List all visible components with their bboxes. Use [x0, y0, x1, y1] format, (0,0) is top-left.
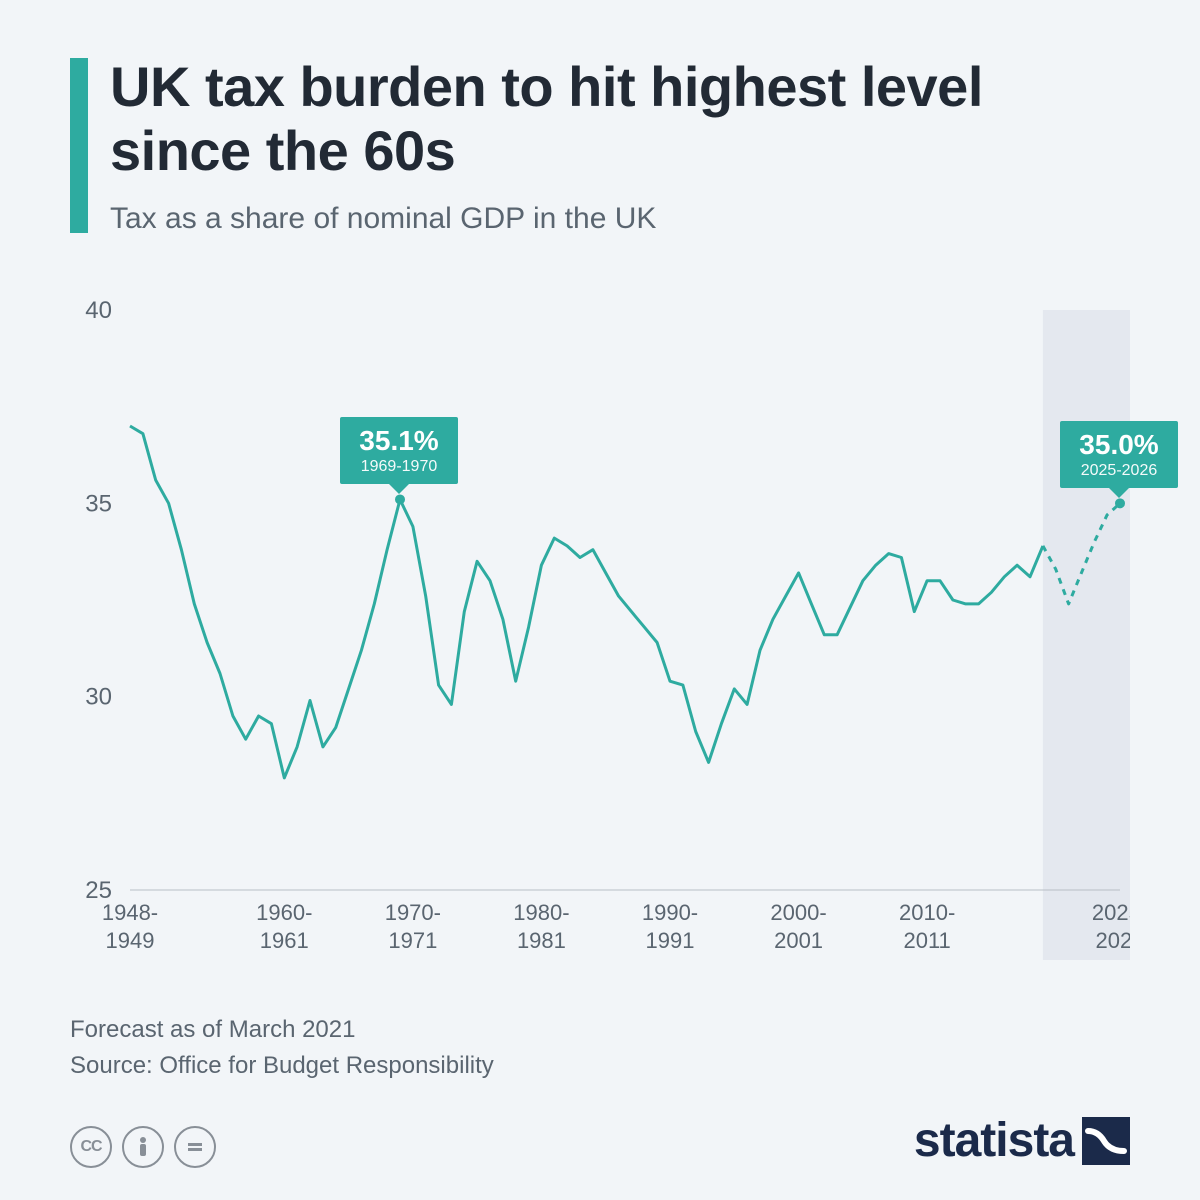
callout-value: 35.1% — [354, 425, 444, 457]
svg-text:1960-: 1960- — [256, 900, 312, 925]
svg-text:1980-: 1980- — [513, 900, 569, 925]
svg-text:1990-: 1990- — [642, 900, 698, 925]
callout-value: 35.0% — [1074, 429, 1164, 461]
svg-text:35: 35 — [85, 490, 112, 517]
svg-text:2025-: 2025- — [1092, 900, 1130, 925]
line-chart: 253035401948-19491960-19611970-19711980-… — [70, 300, 1130, 980]
source-note: Source: Office for Budget Responsibility — [70, 1052, 1130, 1080]
svg-text:1991: 1991 — [646, 928, 695, 953]
chart-title: UK tax burden to hit highest level since… — [110, 55, 1130, 184]
chart-subtitle: Tax as a share of nominal GDP in the UK — [110, 202, 1130, 236]
svg-text:2001: 2001 — [774, 928, 823, 953]
chart-svg: 253035401948-19491960-19611970-19711980-… — [70, 300, 1130, 980]
forecast-note: Forecast as of March 2021 — [70, 1016, 1130, 1044]
cc-icon: CC — [70, 1126, 112, 1168]
svg-text:1971: 1971 — [388, 928, 437, 953]
svg-text:2010-: 2010- — [899, 900, 955, 925]
svg-text:30: 30 — [85, 684, 112, 711]
svg-text:1981: 1981 — [517, 928, 566, 953]
nd-icon — [174, 1126, 216, 1168]
svg-text:1949: 1949 — [106, 928, 155, 953]
svg-text:1961: 1961 — [260, 928, 309, 953]
attribution-icon — [122, 1126, 164, 1168]
callout-period: 2025-2026 — [1074, 462, 1164, 480]
svg-text:2026: 2026 — [1096, 928, 1130, 953]
svg-text:40: 40 — [85, 300, 112, 324]
svg-text:2000-: 2000- — [770, 900, 826, 925]
svg-text:2011: 2011 — [903, 928, 950, 953]
callout-period: 1969-1970 — [354, 458, 444, 476]
chart-callout: 35.1%1969-1970 — [340, 417, 458, 484]
chart-callout: 35.0%2025-2026 — [1060, 421, 1178, 488]
footer: Forecast as of March 2021 Source: Office… — [70, 1016, 1130, 1080]
logo-swoosh-icon — [1082, 1117, 1130, 1165]
statista-logo: statista — [914, 1113, 1130, 1168]
svg-text:1948-: 1948- — [102, 900, 158, 925]
header: UK tax burden to hit highest level since… — [0, 0, 1200, 236]
license-icons: CC — [70, 1126, 216, 1168]
svg-text:1970-: 1970- — [385, 900, 441, 925]
accent-bar — [70, 58, 88, 233]
logo-text: statista — [914, 1113, 1074, 1168]
